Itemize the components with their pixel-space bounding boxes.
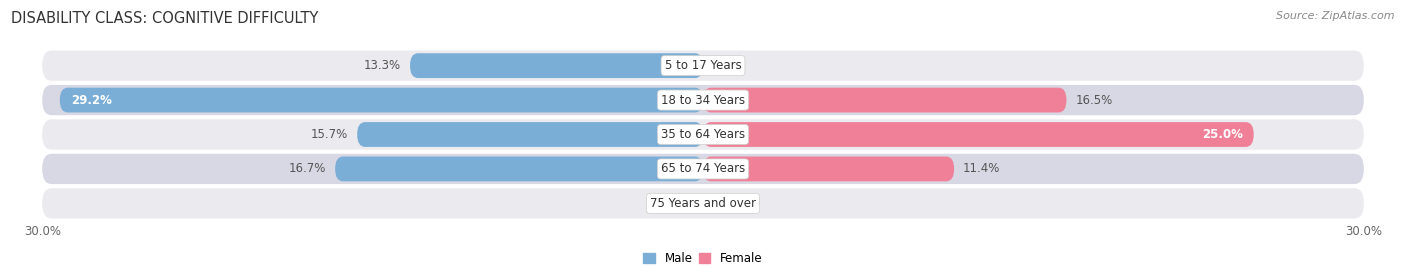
Legend: Male, Female: Male, Female xyxy=(638,247,768,269)
Text: 18 to 34 Years: 18 to 34 Years xyxy=(661,94,745,107)
Text: 13.3%: 13.3% xyxy=(364,59,401,72)
Text: 0.0%: 0.0% xyxy=(714,197,744,210)
Text: 29.2%: 29.2% xyxy=(70,94,111,107)
Text: 65 to 74 Years: 65 to 74 Years xyxy=(661,162,745,175)
FancyBboxPatch shape xyxy=(411,53,703,78)
FancyBboxPatch shape xyxy=(703,157,955,181)
FancyBboxPatch shape xyxy=(42,154,1364,184)
Text: 25.0%: 25.0% xyxy=(1202,128,1243,141)
Text: 75 Years and over: 75 Years and over xyxy=(650,197,756,210)
Text: 35 to 64 Years: 35 to 64 Years xyxy=(661,128,745,141)
FancyBboxPatch shape xyxy=(42,51,1364,81)
FancyBboxPatch shape xyxy=(60,88,703,112)
FancyBboxPatch shape xyxy=(42,188,1364,218)
Text: 15.7%: 15.7% xyxy=(311,128,349,141)
FancyBboxPatch shape xyxy=(42,85,1364,115)
Text: 11.4%: 11.4% xyxy=(963,162,1000,175)
Text: 5 to 17 Years: 5 to 17 Years xyxy=(665,59,741,72)
FancyBboxPatch shape xyxy=(703,88,1066,112)
FancyBboxPatch shape xyxy=(703,122,1254,147)
Text: 16.7%: 16.7% xyxy=(290,162,326,175)
Text: 0.0%: 0.0% xyxy=(714,59,744,72)
Text: DISABILITY CLASS: COGNITIVE DIFFICULTY: DISABILITY CLASS: COGNITIVE DIFFICULTY xyxy=(11,11,319,26)
Text: Source: ZipAtlas.com: Source: ZipAtlas.com xyxy=(1277,11,1395,21)
Text: 16.5%: 16.5% xyxy=(1076,94,1112,107)
FancyBboxPatch shape xyxy=(42,119,1364,150)
FancyBboxPatch shape xyxy=(335,157,703,181)
FancyBboxPatch shape xyxy=(357,122,703,147)
Text: 0.0%: 0.0% xyxy=(662,197,692,210)
